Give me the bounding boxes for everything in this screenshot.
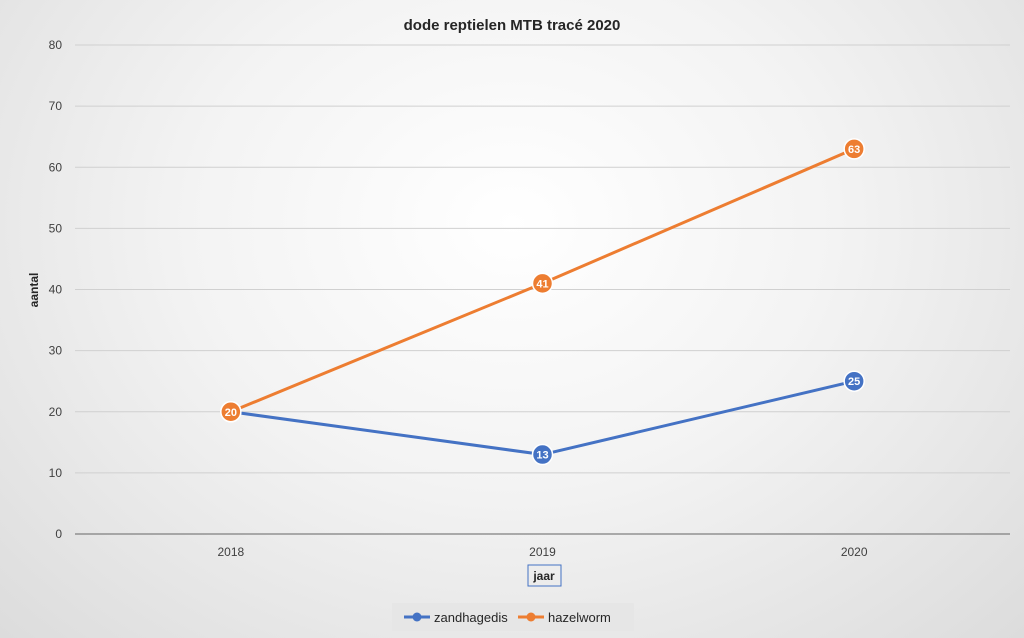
data-label-hazelworm-2020: 63 [848, 144, 860, 156]
series-group: 13 25 20 41 63 [220, 138, 865, 466]
y-tick-label-0: 0 [55, 527, 62, 541]
y-axis-ticks: 0 10 20 30 40 50 60 70 80 [49, 38, 63, 541]
legend-marker-zandhagedis [412, 612, 422, 622]
legend: zandhagedis hazelworm [392, 603, 634, 631]
x-tick-label-2020: 2020 [841, 545, 868, 559]
data-label-zandhagedis-2020: 25 [848, 376, 860, 388]
x-axis-ticks: 2018 2019 2020 [217, 545, 867, 559]
y-tick-label-70: 70 [49, 99, 63, 113]
data-point-hazelworm-2019 [531, 272, 554, 295]
chart-title: dode reptielen MTB tracé 2020 [404, 17, 621, 34]
x-axis-title: jaar [532, 569, 555, 583]
x-axis-title-box [527, 564, 562, 587]
legend-marker-hazelworm [526, 612, 536, 622]
data-label-hazelworm-2018: 20 [225, 407, 237, 419]
data-point-zandhagedis-2019 [531, 443, 554, 466]
y-tick-label-50: 50 [49, 221, 63, 235]
legend-label-zandhagedis: zandhagedis [434, 610, 508, 625]
y-tick-label-20: 20 [49, 405, 63, 419]
x-tick-label-2018: 2018 [217, 545, 244, 559]
data-label-zandhagedis-2019: 13 [536, 450, 548, 462]
y-tick-label-10: 10 [49, 466, 63, 480]
x-tick-label-2019: 2019 [529, 545, 556, 559]
data-label-hazelworm-2019: 41 [536, 278, 548, 290]
data-point-zandhagedis-2020 [843, 370, 865, 392]
y-tick-label-30: 30 [49, 344, 63, 358]
data-point-hazelworm-2020 [843, 138, 865, 160]
y-tick-label-80: 80 [49, 38, 63, 52]
legend-label-hazelworm: hazelworm [548, 610, 611, 625]
legend-background [392, 603, 634, 631]
y-tick-label-60: 60 [49, 160, 63, 174]
data-point-hazelworm-2018 [220, 401, 242, 423]
y-axis-title: aantal [27, 273, 41, 308]
y-tick-label-40: 40 [49, 283, 63, 297]
series-line-zandhagedis [229, 379, 856, 457]
